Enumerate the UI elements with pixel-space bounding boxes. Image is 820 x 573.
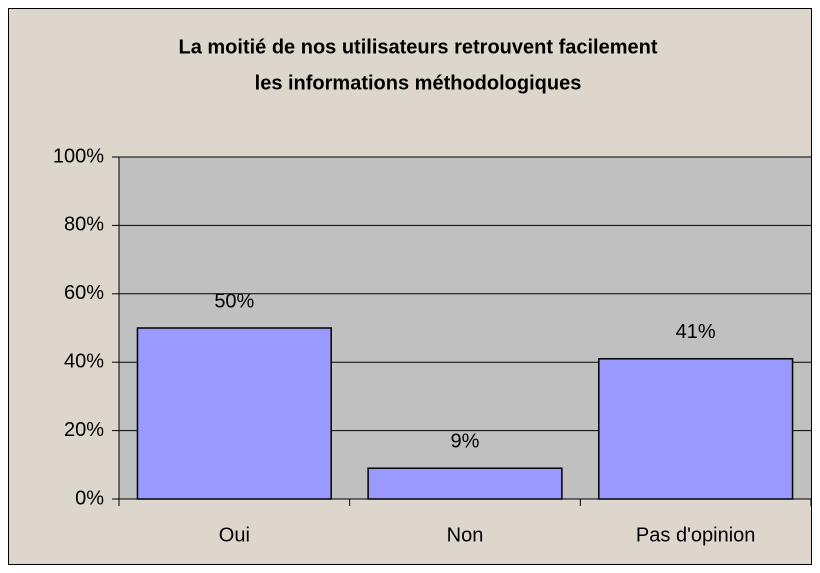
y-tick-label: 60% — [64, 282, 104, 304]
data-label: 41% — [676, 321, 716, 343]
x-tick-label: Non — [447, 524, 484, 546]
y-tick-label: 40% — [64, 350, 104, 372]
bar — [367, 467, 563, 500]
x-tick-label: Pas d'opinion — [636, 524, 755, 546]
y-tick-label: 20% — [64, 419, 104, 441]
y-tick-label: 100% — [53, 145, 104, 167]
y-tick-label: 80% — [64, 214, 104, 236]
chart-title: La moitié de nos utilisateurs retrouvent… — [178, 36, 657, 58]
y-tick-label: 0% — [75, 487, 104, 509]
bar — [598, 358, 794, 500]
x-tick-label: Oui — [219, 524, 250, 546]
chart-title: les informations méthodologiques — [255, 72, 582, 94]
bar — [136, 327, 332, 500]
data-label: 50% — [214, 290, 254, 312]
data-label: 9% — [451, 431, 480, 453]
